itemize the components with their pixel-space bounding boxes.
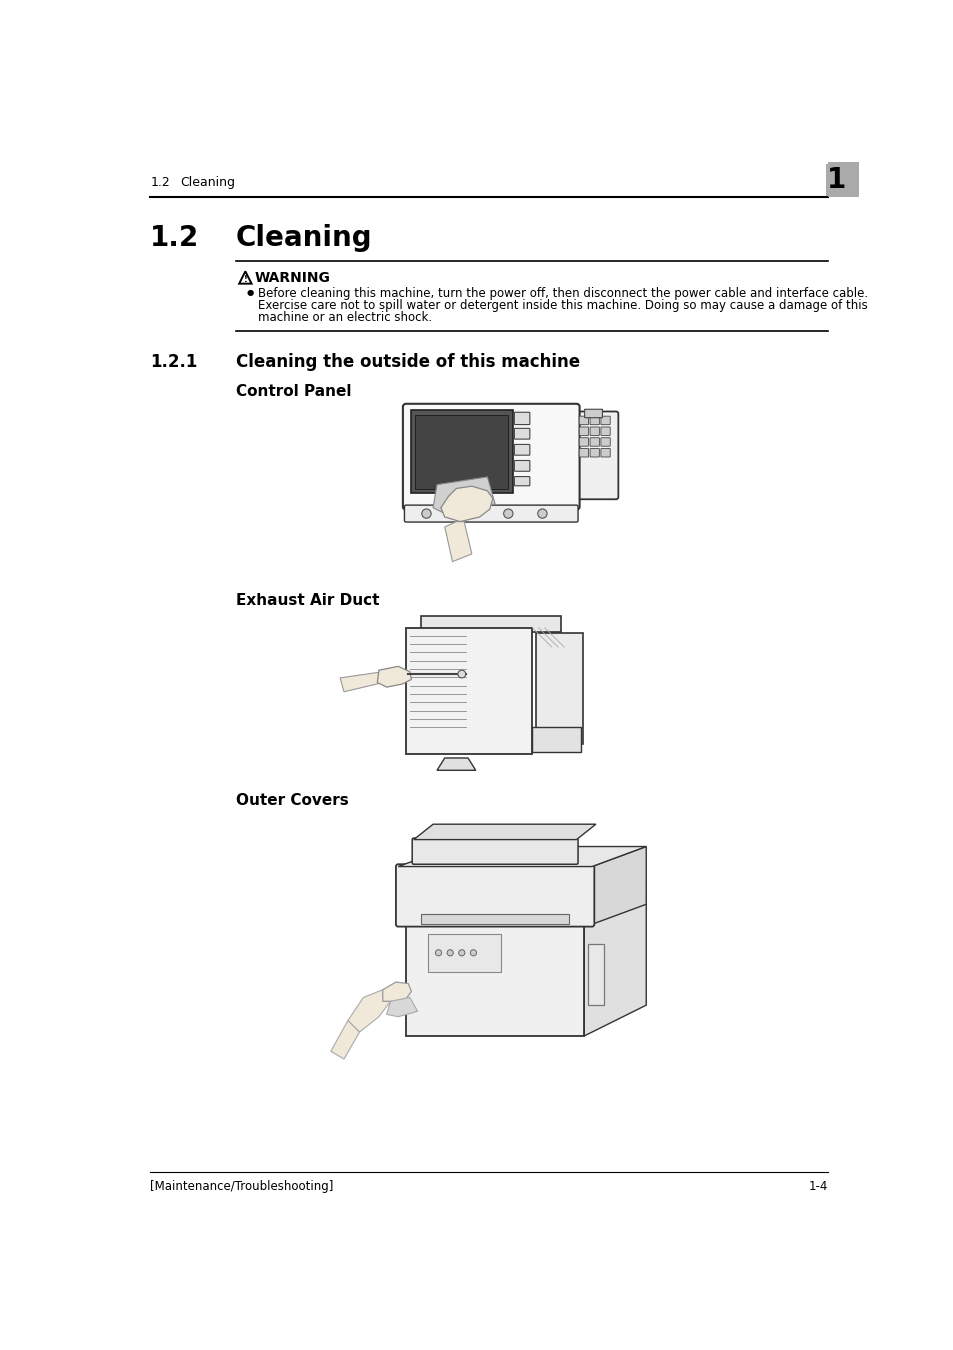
Text: Outer Covers: Outer Covers — [235, 794, 349, 809]
Polygon shape — [583, 882, 645, 1035]
FancyBboxPatch shape — [402, 404, 579, 510]
Text: Control Panel: Control Panel — [235, 383, 352, 398]
Polygon shape — [348, 990, 390, 1033]
Polygon shape — [440, 486, 493, 521]
Circle shape — [470, 949, 476, 956]
Polygon shape — [433, 477, 495, 516]
FancyBboxPatch shape — [395, 864, 594, 926]
FancyBboxPatch shape — [412, 838, 578, 864]
FancyBboxPatch shape — [590, 416, 598, 425]
FancyBboxPatch shape — [514, 428, 529, 439]
Text: Before cleaning this machine, turn the power off, then disconnect the power cabl: Before cleaning this machine, turn the p… — [257, 286, 867, 300]
Polygon shape — [414, 825, 596, 840]
Polygon shape — [406, 977, 615, 998]
FancyBboxPatch shape — [421, 617, 560, 632]
FancyBboxPatch shape — [590, 437, 598, 447]
Polygon shape — [592, 846, 645, 925]
FancyBboxPatch shape — [826, 162, 858, 197]
FancyBboxPatch shape — [514, 444, 529, 455]
FancyBboxPatch shape — [578, 416, 588, 425]
Polygon shape — [386, 998, 417, 1017]
Text: Cleaning: Cleaning — [235, 224, 373, 251]
FancyBboxPatch shape — [584, 409, 602, 417]
Circle shape — [447, 949, 453, 956]
Polygon shape — [436, 757, 476, 771]
FancyBboxPatch shape — [536, 633, 582, 744]
Text: 1.2.1: 1.2.1 — [151, 352, 197, 371]
Circle shape — [457, 670, 465, 678]
FancyBboxPatch shape — [571, 412, 618, 500]
FancyBboxPatch shape — [578, 437, 588, 447]
Text: 1: 1 — [826, 166, 845, 194]
Polygon shape — [377, 667, 411, 687]
Text: Cleaning the outside of this machine: Cleaning the outside of this machine — [235, 352, 579, 371]
FancyBboxPatch shape — [514, 412, 529, 424]
Text: machine or an electric shock.: machine or an electric shock. — [257, 312, 432, 324]
Polygon shape — [397, 846, 645, 867]
FancyBboxPatch shape — [578, 427, 588, 436]
FancyBboxPatch shape — [406, 628, 532, 755]
FancyBboxPatch shape — [600, 448, 610, 458]
Text: 1.2: 1.2 — [151, 224, 199, 251]
FancyBboxPatch shape — [532, 728, 580, 752]
FancyBboxPatch shape — [590, 448, 598, 458]
Circle shape — [503, 509, 513, 518]
Text: Exhaust Air Duct: Exhaust Air Duct — [235, 593, 379, 609]
FancyBboxPatch shape — [415, 414, 507, 489]
FancyBboxPatch shape — [578, 448, 588, 458]
FancyBboxPatch shape — [587, 944, 603, 1006]
Polygon shape — [331, 1021, 359, 1058]
Text: Cleaning: Cleaning — [179, 176, 234, 189]
Text: 1-4: 1-4 — [807, 1180, 826, 1192]
Text: !: ! — [243, 274, 247, 284]
Circle shape — [460, 509, 470, 518]
Polygon shape — [340, 672, 386, 691]
FancyBboxPatch shape — [514, 477, 529, 486]
Polygon shape — [382, 981, 411, 1002]
Circle shape — [537, 509, 546, 518]
FancyBboxPatch shape — [514, 460, 529, 471]
Text: ●: ● — [247, 289, 253, 297]
FancyBboxPatch shape — [825, 163, 899, 196]
Polygon shape — [444, 521, 472, 562]
FancyBboxPatch shape — [600, 437, 610, 447]
Text: WARNING: WARNING — [254, 271, 330, 285]
FancyBboxPatch shape — [600, 427, 610, 436]
Circle shape — [435, 949, 441, 956]
Text: [Maintenance/Troubleshooting]: [Maintenance/Troubleshooting] — [151, 1180, 334, 1192]
FancyBboxPatch shape — [421, 914, 568, 923]
FancyBboxPatch shape — [404, 505, 578, 522]
FancyBboxPatch shape — [410, 410, 512, 493]
Circle shape — [458, 949, 464, 956]
FancyBboxPatch shape — [406, 913, 583, 1035]
FancyBboxPatch shape — [427, 934, 500, 972]
Text: Exercise care not to spill water or detergent inside this machine. Doing so may : Exercise care not to spill water or dete… — [257, 300, 866, 312]
FancyBboxPatch shape — [600, 416, 610, 425]
Circle shape — [421, 509, 431, 518]
FancyBboxPatch shape — [590, 427, 598, 436]
Text: 1.2: 1.2 — [151, 176, 170, 189]
